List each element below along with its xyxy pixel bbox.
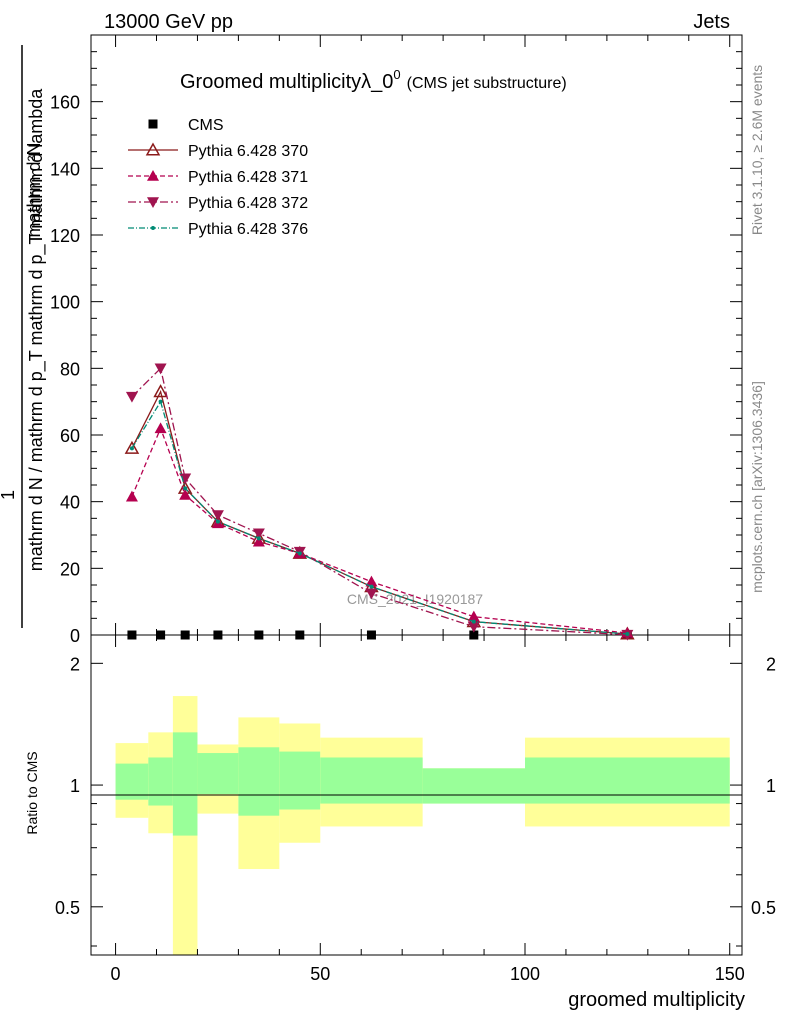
header-right: Jets <box>693 11 730 33</box>
legend-marker <box>151 226 155 230</box>
data-point <box>125 490 138 502</box>
ylabel-numerator-top: mathrm d²N <box>24 142 44 237</box>
x-tick-label: 150 <box>715 964 745 984</box>
data-point <box>365 575 378 587</box>
data-point <box>469 630 479 640</box>
data-point <box>154 363 167 375</box>
legend-marker <box>148 119 158 129</box>
data-point <box>211 510 224 521</box>
tick-labels: 0 50 100 150 0 20 40 60 80 100 120 140 160 0.5 0.5 1 1 2 2 <box>50 93 776 984</box>
data-point <box>154 422 167 434</box>
data-point <box>153 384 168 398</box>
ratio-tick-label: 2 <box>70 654 80 674</box>
data-point <box>365 588 378 600</box>
data-point <box>183 486 188 491</box>
ratio-band-inner <box>115 763 149 800</box>
data-point <box>158 399 163 404</box>
x-tick-label: 100 <box>510 964 540 984</box>
ratio-band-inner <box>279 751 321 810</box>
ratio-ylabel: Ratio to CMS <box>24 751 40 834</box>
y-tick-label: 60 <box>60 426 80 446</box>
data-point <box>467 610 480 622</box>
data-point <box>124 440 140 454</box>
ratio-band-inner <box>197 753 239 795</box>
ratio-tick-label: 0.5 <box>55 898 80 918</box>
x-tick-label: 0 <box>111 964 121 984</box>
data-point <box>215 519 220 524</box>
ratio-tick-label: 0.5 <box>751 898 776 918</box>
ratio-tick-label: 1 <box>766 776 776 796</box>
xlabel: groomed multiplicity <box>568 989 745 1011</box>
data-point <box>125 391 138 403</box>
ratio-tick-label: 2 <box>766 654 776 674</box>
legend-label: Pythia 6.428 372 <box>188 195 308 212</box>
legend-marker <box>147 170 159 181</box>
watermark: CMS_2021_I1920187 <box>347 591 483 607</box>
header-left: 13000 GeV pp <box>104 11 233 33</box>
y-tick-label: 100 <box>50 293 80 313</box>
data-point <box>127 630 137 640</box>
series-layer <box>124 363 635 641</box>
chart-title-main: Groomed multiplicityλ_0 <box>180 71 393 93</box>
data-point <box>213 630 223 640</box>
ylabel-denominator: mathrm d N / mathrm d p_T mathrm d p_T m… <box>26 88 47 571</box>
data-point <box>252 528 265 540</box>
data-point <box>625 632 630 636</box>
chart-title: Groomed multiplicityλ_00 (CMS jet substru… <box>180 67 567 93</box>
ratio-band-inner <box>238 747 280 816</box>
data-point <box>369 584 374 589</box>
series-4 <box>129 399 630 636</box>
y-tick-label: 40 <box>60 493 80 513</box>
data-point <box>129 446 134 451</box>
data-point <box>156 630 166 640</box>
rivet-label: Rivet 3.1.10, ≥ 2.6M events <box>749 65 765 235</box>
chart-title-sup: 0 <box>393 67 400 82</box>
y-tick-label: 160 <box>50 93 80 113</box>
x-tick-label: 50 <box>310 964 330 984</box>
ylabel-numerator: 1 <box>0 490 18 500</box>
data-point <box>467 621 480 633</box>
data-point <box>252 535 265 547</box>
ratio-tick-label: 1 <box>70 776 80 796</box>
ratio-panel-frame <box>90 634 743 956</box>
legend-label: Pythia 6.428 370 <box>188 143 308 160</box>
legend-label: CMS <box>188 117 224 134</box>
data-point <box>256 536 261 541</box>
ratio-band-inner <box>172 732 198 836</box>
y-tick-label: 120 <box>50 226 80 246</box>
ratio-bands <box>115 696 730 955</box>
ratio-band-inner <box>320 757 423 804</box>
ratio-band-inner <box>148 757 173 806</box>
data-point <box>366 630 376 640</box>
legend-marker <box>147 197 159 208</box>
axis-ticks <box>91 35 742 955</box>
chart-title-sub: (CMS jet substructure) <box>407 75 567 92</box>
data-point <box>180 630 190 640</box>
legend-label: Pythia 6.428 376 <box>188 221 308 238</box>
legend-label: Pythia 6.428 371 <box>188 169 308 186</box>
data-point <box>471 619 476 624</box>
y-tick-label: 0 <box>70 626 80 646</box>
legend: CMS Pythia 6.428 370 Pythia 6.428 371 Pythi… <box>128 117 308 238</box>
ratio-band-inner <box>422 768 525 804</box>
data-point <box>254 630 264 640</box>
data-point <box>295 630 305 640</box>
mcplots-label: mcplots.cern.ch [arXiv:1306.3436] <box>749 381 765 593</box>
ratio-band-inner <box>525 757 730 804</box>
y-tick-label: 140 <box>50 159 80 179</box>
data-point <box>297 551 302 556</box>
y-tick-label: 80 <box>60 359 80 379</box>
y-tick-label: 20 <box>60 559 80 579</box>
legend-marker <box>145 142 161 156</box>
data-point <box>179 489 192 500</box>
